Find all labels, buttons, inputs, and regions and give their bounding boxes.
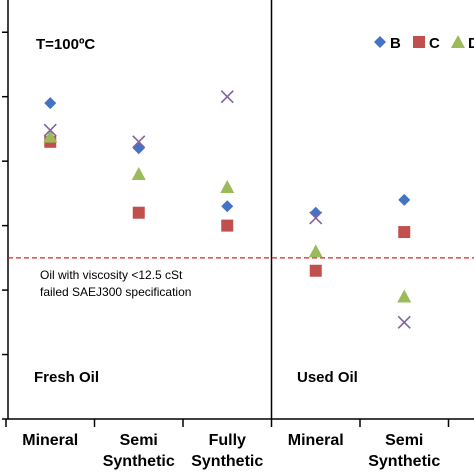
x-tick-label: Mineral xyxy=(22,432,78,449)
x-tick-label: Fully Synthetic xyxy=(191,432,263,470)
marker xyxy=(398,193,411,206)
x-tick-label: Semi Synthetic xyxy=(368,432,440,470)
marker xyxy=(220,90,234,104)
marker xyxy=(397,289,412,303)
threshold-label: failed SAEJ300 specification xyxy=(40,285,191,299)
marker xyxy=(397,315,411,329)
marker xyxy=(220,179,235,193)
legend-marker xyxy=(374,36,386,48)
marker xyxy=(132,142,145,155)
legend-label: C xyxy=(429,35,440,52)
threshold-label: Oil with viscosity <12.5 cSt xyxy=(40,268,183,282)
marker xyxy=(43,123,57,137)
marker xyxy=(132,135,146,149)
legend-marker xyxy=(451,35,465,48)
marker xyxy=(308,244,323,258)
marker xyxy=(44,97,57,110)
marker xyxy=(309,211,323,225)
legend-marker xyxy=(413,36,425,48)
marker xyxy=(221,219,234,232)
legend-label: B xyxy=(390,35,401,52)
marker xyxy=(309,264,322,277)
marker xyxy=(221,200,234,213)
legend-label: D xyxy=(468,35,474,52)
annotation: T=100ºC xyxy=(36,36,95,53)
group-label: Fresh Oil xyxy=(34,369,99,386)
x-tick-label: Semi Synthetic xyxy=(103,432,175,470)
marker xyxy=(131,167,146,181)
group-label: Used Oil xyxy=(297,369,358,386)
marker xyxy=(398,226,411,239)
marker xyxy=(43,129,58,143)
x-tick-label: Mineral xyxy=(288,432,344,449)
marker xyxy=(132,206,145,219)
